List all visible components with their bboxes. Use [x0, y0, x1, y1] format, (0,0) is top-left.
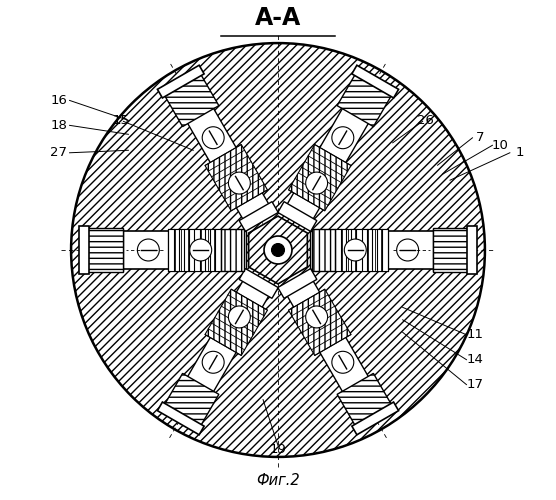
Polygon shape [352, 65, 399, 98]
Polygon shape [352, 402, 399, 435]
Polygon shape [83, 229, 123, 271]
Polygon shape [468, 226, 478, 274]
Circle shape [332, 127, 354, 148]
Polygon shape [278, 202, 317, 232]
Text: 18: 18 [50, 119, 67, 132]
Text: 19: 19 [270, 443, 286, 456]
Polygon shape [289, 144, 351, 211]
Text: 17: 17 [466, 378, 484, 391]
Text: 7: 7 [476, 132, 484, 144]
Polygon shape [282, 78, 386, 228]
Polygon shape [157, 402, 204, 435]
Polygon shape [83, 228, 123, 272]
Polygon shape [239, 202, 278, 232]
Text: 16: 16 [50, 94, 67, 107]
Circle shape [344, 239, 366, 261]
Polygon shape [433, 228, 473, 272]
Circle shape [202, 352, 224, 373]
Text: 15: 15 [112, 114, 130, 127]
Polygon shape [282, 272, 386, 422]
Polygon shape [313, 235, 468, 265]
Circle shape [229, 172, 250, 194]
Polygon shape [233, 231, 246, 269]
Text: 11: 11 [466, 328, 484, 342]
Polygon shape [278, 268, 317, 298]
Polygon shape [312, 229, 335, 271]
Circle shape [71, 43, 485, 457]
Polygon shape [168, 229, 221, 271]
Text: 26: 26 [416, 114, 434, 127]
Polygon shape [157, 65, 204, 98]
Polygon shape [78, 226, 88, 274]
Polygon shape [205, 289, 267, 356]
Polygon shape [170, 272, 274, 422]
Polygon shape [168, 229, 221, 271]
Polygon shape [335, 229, 388, 271]
Polygon shape [163, 71, 219, 126]
Circle shape [202, 127, 224, 148]
Circle shape [396, 239, 419, 261]
Circle shape [306, 306, 327, 328]
Text: 14: 14 [466, 353, 483, 366]
Polygon shape [163, 374, 219, 429]
Circle shape [137, 239, 160, 261]
Text: Фиг.2: Фиг.2 [256, 473, 300, 488]
Text: 10: 10 [492, 139, 508, 152]
Polygon shape [239, 268, 278, 298]
Polygon shape [221, 229, 244, 271]
Circle shape [264, 236, 292, 264]
Polygon shape [433, 229, 473, 271]
Polygon shape [337, 374, 393, 429]
Polygon shape [249, 216, 307, 284]
Polygon shape [170, 78, 274, 228]
Circle shape [271, 244, 285, 256]
Circle shape [229, 306, 250, 328]
Polygon shape [312, 231, 473, 269]
Polygon shape [289, 289, 351, 356]
Circle shape [332, 352, 354, 373]
Polygon shape [83, 231, 244, 269]
Text: 1: 1 [515, 146, 524, 160]
Polygon shape [310, 231, 323, 269]
Circle shape [306, 172, 327, 194]
Text: 27: 27 [50, 146, 67, 160]
Polygon shape [337, 71, 393, 126]
Polygon shape [88, 235, 243, 265]
Polygon shape [205, 144, 267, 211]
Text: А-А: А-А [255, 6, 301, 30]
Polygon shape [335, 229, 388, 271]
Circle shape [190, 239, 212, 261]
